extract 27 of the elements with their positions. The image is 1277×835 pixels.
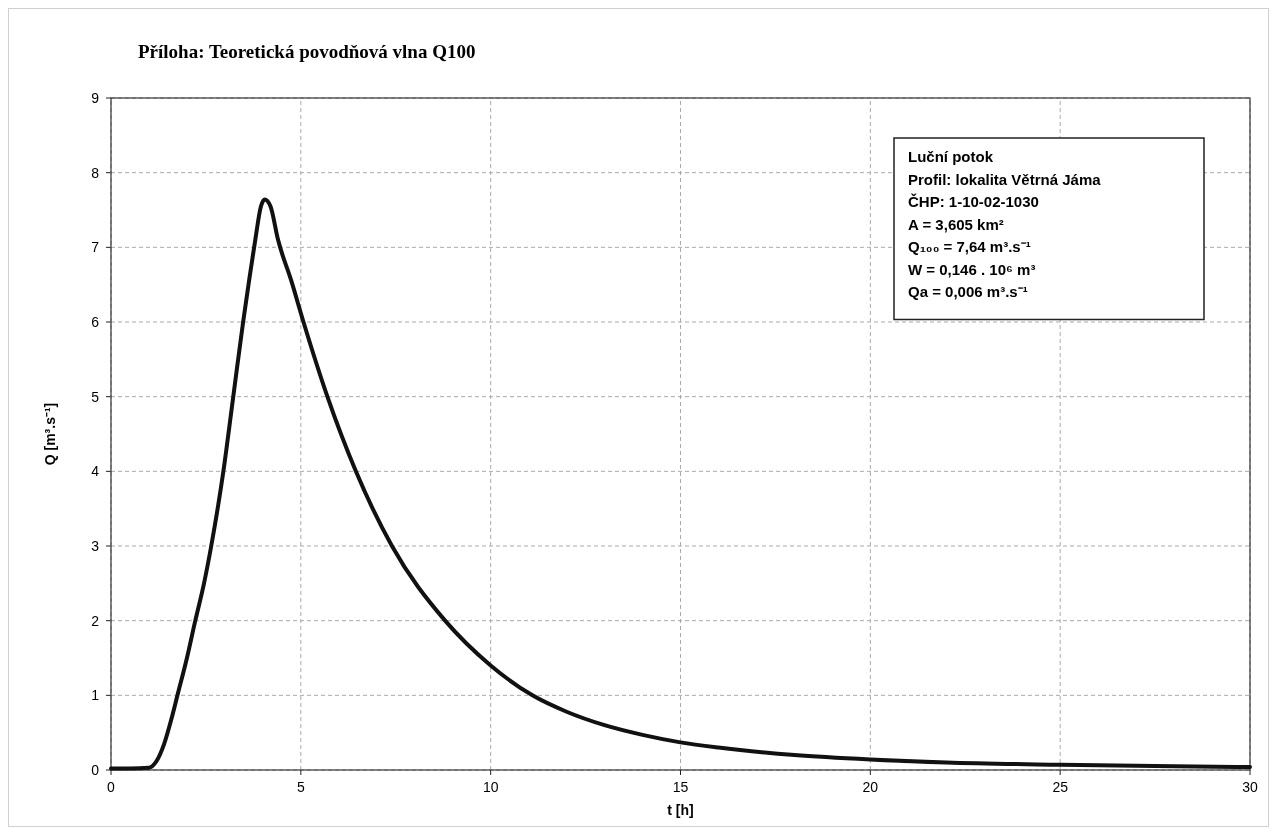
annotation: A = 3,605 km² [908,215,1004,233]
y-tick-label: 5 [91,388,100,405]
y-tick-label: 6 [91,313,100,330]
annotation: Q₁₀₀ = 7,64 m³.s⁻¹ [908,238,1031,255]
annotation: W = 0,146 . 10⁶ m³ [908,260,1036,278]
annotation: Luční potok [908,148,994,165]
x-tick-label: 15 [672,779,689,795]
x-tick-label: 25 [1052,779,1069,795]
x-tick-label: 10 [482,779,499,795]
chart-title: Příloha: Teoretická povodňová vlna Q100 [138,41,476,62]
x-tick-label: 5 [296,779,305,795]
y-tick-label: 0 [91,761,100,778]
x-axis-title: t [h] [667,802,694,818]
x-tick-label: 20 [862,779,879,795]
y-tick-label: 2 [91,612,100,629]
x-tick-label: 30 [1242,779,1258,795]
y-tick-label: 4 [91,463,100,480]
y-tick-label: 8 [91,164,100,181]
annotation: ČHP: 1-10-02-1030 [908,193,1039,210]
annotation: Qa = 0,006 m³.s⁻¹ [908,283,1028,300]
y-axis-title: Q [m³.s⁻¹] [42,402,58,466]
y-tick-label: 7 [91,239,100,256]
x-tick-label: 0 [107,779,116,795]
y-tick-label: 1 [91,687,100,704]
y-tick-label: 9 [91,89,100,106]
y-tick-label: 3 [91,537,100,554]
annotation: Profil: lokalita Větrná Jáma [908,170,1102,188]
